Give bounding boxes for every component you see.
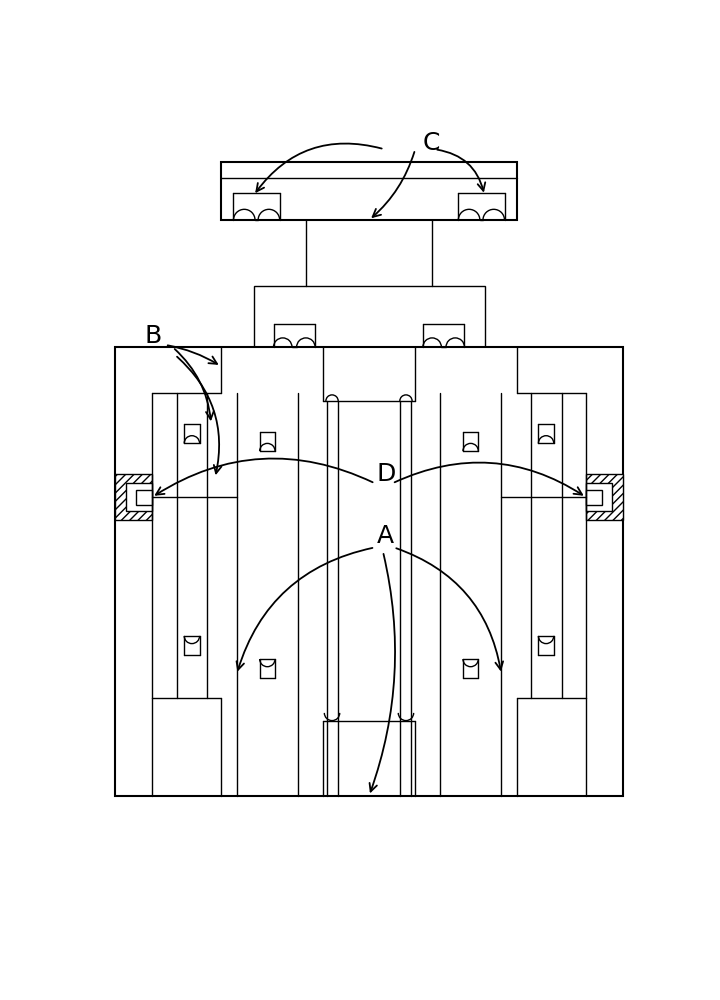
Text: A: A bbox=[377, 524, 394, 548]
Bar bbox=[253, 286, 485, 347]
Text: D: D bbox=[377, 462, 396, 486]
Bar bbox=[127, 483, 152, 511]
Bar bbox=[586, 490, 601, 505]
Bar bbox=[221, 162, 517, 220]
Bar bbox=[586, 474, 623, 520]
Text: B: B bbox=[144, 324, 161, 348]
Bar bbox=[137, 490, 152, 505]
Bar bbox=[115, 347, 623, 796]
Bar bbox=[115, 474, 152, 520]
Bar bbox=[586, 483, 611, 511]
Text: C: C bbox=[423, 131, 440, 155]
